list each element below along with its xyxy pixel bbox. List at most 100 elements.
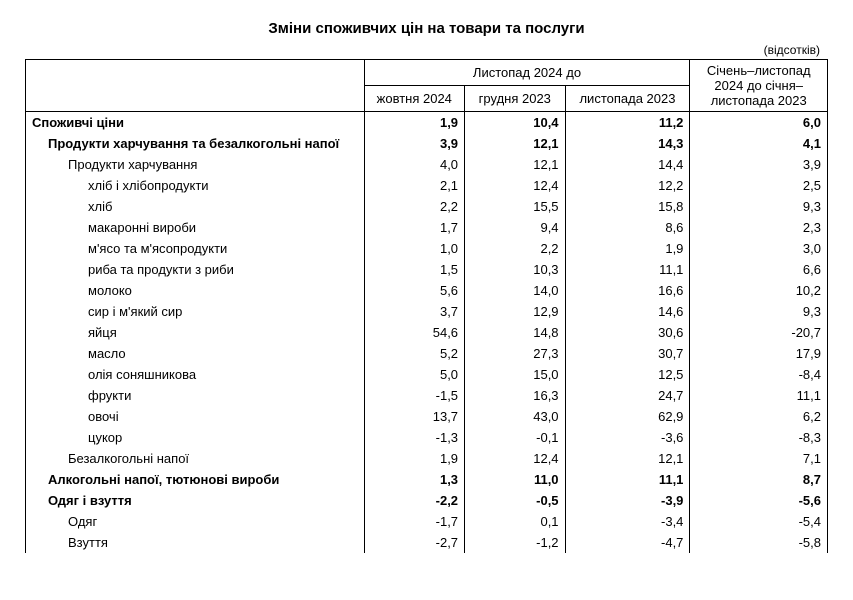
cell-value: 11,1 bbox=[565, 259, 690, 280]
row-label: сир і м'який сир bbox=[26, 301, 365, 322]
cell-value: 6,6 bbox=[690, 259, 828, 280]
cell-value: -4,7 bbox=[565, 532, 690, 553]
cell-value: 0,1 bbox=[465, 511, 566, 532]
cell-value: 12,1 bbox=[465, 133, 566, 154]
table-row: олія соняшникова5,015,012,5-8,4 bbox=[26, 364, 828, 385]
cell-value: 15,8 bbox=[565, 196, 690, 217]
cell-value: 6,0 bbox=[690, 112, 828, 134]
header-group1: Листопад 2024 до bbox=[364, 60, 690, 86]
cell-value: 3,9 bbox=[690, 154, 828, 175]
table-row: м'ясо та м'ясопродукти1,02,21,93,0 bbox=[26, 238, 828, 259]
price-table: Листопад 2024 до Січень–листопад 2024 до… bbox=[25, 59, 828, 553]
cell-value: 16,6 bbox=[565, 280, 690, 301]
cell-value: 43,0 bbox=[465, 406, 566, 427]
cell-value: 10,4 bbox=[465, 112, 566, 134]
cell-value: 2,3 bbox=[690, 217, 828, 238]
table-row: Алкогольні напої, тютюнові вироби1,311,0… bbox=[26, 469, 828, 490]
row-label: цукор bbox=[26, 427, 365, 448]
header-col3: листопада 2023 bbox=[565, 86, 690, 112]
table-row: Споживчі ціни1,910,411,26,0 bbox=[26, 112, 828, 134]
header-blank bbox=[26, 60, 365, 112]
row-label: Алкогольні напої, тютюнові вироби bbox=[26, 469, 365, 490]
row-label: риба та продукти з риби bbox=[26, 259, 365, 280]
cell-value: 10,2 bbox=[690, 280, 828, 301]
table-row: риба та продукти з риби1,510,311,16,6 bbox=[26, 259, 828, 280]
cell-value: -1,2 bbox=[465, 532, 566, 553]
cell-value: 10,3 bbox=[465, 259, 566, 280]
table-row: цукор-1,3-0,1-3,6-8,3 bbox=[26, 427, 828, 448]
cell-value: 2,2 bbox=[364, 196, 465, 217]
cell-value: 12,1 bbox=[465, 154, 566, 175]
cell-value: -8,3 bbox=[690, 427, 828, 448]
cell-value: 1,9 bbox=[364, 448, 465, 469]
cell-value: 8,6 bbox=[565, 217, 690, 238]
row-label: Взуття bbox=[26, 532, 365, 553]
cell-value: 12,4 bbox=[465, 448, 566, 469]
row-label: м'ясо та м'ясопродукти bbox=[26, 238, 365, 259]
cell-value: -3,6 bbox=[565, 427, 690, 448]
cell-value: 7,1 bbox=[690, 448, 828, 469]
table-row: Одяг і взуття-2,2-0,5-3,9-5,6 bbox=[26, 490, 828, 511]
cell-value: 24,7 bbox=[565, 385, 690, 406]
row-label: Продукти харчування bbox=[26, 154, 365, 175]
cell-value: 9,3 bbox=[690, 301, 828, 322]
cell-value: 11,1 bbox=[565, 469, 690, 490]
cell-value: 15,5 bbox=[465, 196, 566, 217]
cell-value: 5,6 bbox=[364, 280, 465, 301]
cell-value: -1,7 bbox=[364, 511, 465, 532]
row-label: Одяг і взуття bbox=[26, 490, 365, 511]
cell-value: -3,4 bbox=[565, 511, 690, 532]
row-label: хліб bbox=[26, 196, 365, 217]
cell-value: 12,1 bbox=[565, 448, 690, 469]
cell-value: 2,1 bbox=[364, 175, 465, 196]
cell-value: 3,7 bbox=[364, 301, 465, 322]
table-row: хліб2,215,515,89,3 bbox=[26, 196, 828, 217]
row-label: масло bbox=[26, 343, 365, 364]
cell-value: 2,5 bbox=[690, 175, 828, 196]
header-col4: Січень–листопад 2024 до січня–листопада … bbox=[690, 60, 828, 112]
cell-value: 9,3 bbox=[690, 196, 828, 217]
table-row: яйця54,614,830,6-20,7 bbox=[26, 322, 828, 343]
table-row: фрукти-1,516,324,711,1 bbox=[26, 385, 828, 406]
cell-value: 1,9 bbox=[364, 112, 465, 134]
cell-value: 4,1 bbox=[690, 133, 828, 154]
cell-value: 9,4 bbox=[465, 217, 566, 238]
row-label: Продукти харчування та безалкогольні нап… bbox=[26, 133, 365, 154]
cell-value: 4,0 bbox=[364, 154, 465, 175]
table-row: масло5,227,330,717,9 bbox=[26, 343, 828, 364]
cell-value: 14,8 bbox=[465, 322, 566, 343]
cell-value: 14,3 bbox=[565, 133, 690, 154]
cell-value: 8,7 bbox=[690, 469, 828, 490]
cell-value: 1,5 bbox=[364, 259, 465, 280]
cell-value: -8,4 bbox=[690, 364, 828, 385]
cell-value: 27,3 bbox=[465, 343, 566, 364]
row-label: Споживчі ціни bbox=[26, 112, 365, 134]
cell-value: 12,5 bbox=[565, 364, 690, 385]
row-label: Одяг bbox=[26, 511, 365, 532]
cell-value: -0,1 bbox=[465, 427, 566, 448]
cell-value: 5,0 bbox=[364, 364, 465, 385]
cell-value: 11,2 bbox=[565, 112, 690, 134]
row-label: Безалкогольні напої bbox=[26, 448, 365, 469]
cell-value: 14,6 bbox=[565, 301, 690, 322]
cell-value: 14,0 bbox=[465, 280, 566, 301]
cell-value: -5,4 bbox=[690, 511, 828, 532]
table-row: овочі13,743,062,96,2 bbox=[26, 406, 828, 427]
cell-value: 1,3 bbox=[364, 469, 465, 490]
cell-value: 12,2 bbox=[565, 175, 690, 196]
cell-value: 17,9 bbox=[690, 343, 828, 364]
cell-value: 1,0 bbox=[364, 238, 465, 259]
row-label: олія соняшникова bbox=[26, 364, 365, 385]
cell-value: -2,2 bbox=[364, 490, 465, 511]
cell-value: -5,6 bbox=[690, 490, 828, 511]
cell-value: -1,3 bbox=[364, 427, 465, 448]
cell-value: 2,2 bbox=[465, 238, 566, 259]
cell-value: 13,7 bbox=[364, 406, 465, 427]
unit-label: (відсотків) bbox=[25, 43, 828, 57]
cell-value: -3,9 bbox=[565, 490, 690, 511]
cell-value: 1,9 bbox=[565, 238, 690, 259]
cell-value: 14,4 bbox=[565, 154, 690, 175]
cell-value: -0,5 bbox=[465, 490, 566, 511]
cell-value: 15,0 bbox=[465, 364, 566, 385]
cell-value: 1,7 bbox=[364, 217, 465, 238]
